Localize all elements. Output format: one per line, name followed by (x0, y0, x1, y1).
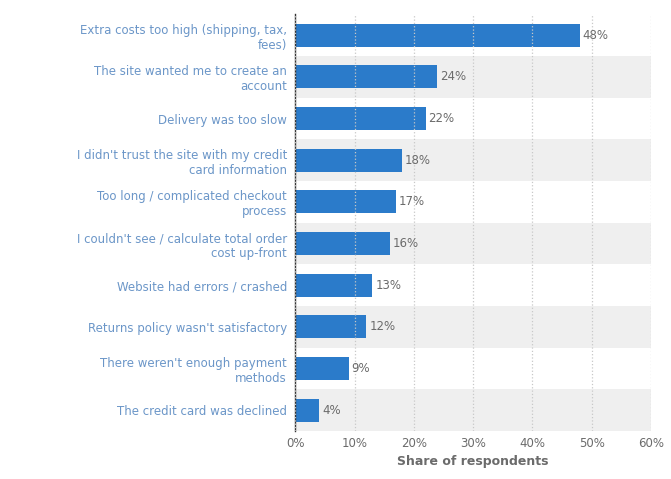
Bar (295, 149, 402, 171)
Bar (295, 181, 651, 223)
Bar (295, 399, 319, 422)
Bar (295, 139, 651, 181)
Bar (295, 56, 651, 98)
Bar (295, 66, 437, 88)
Bar (295, 316, 366, 338)
Bar (295, 348, 651, 389)
Bar (295, 191, 396, 213)
Bar (295, 24, 580, 46)
Text: 4%: 4% (322, 404, 341, 417)
Text: 12%: 12% (369, 320, 395, 333)
Text: 18%: 18% (405, 154, 431, 167)
Bar (295, 274, 372, 297)
Text: 9%: 9% (352, 362, 370, 375)
Bar (295, 14, 651, 56)
Bar (295, 264, 651, 306)
Bar (295, 98, 651, 139)
Text: 48%: 48% (582, 29, 609, 42)
Bar (295, 232, 390, 255)
Text: 16%: 16% (393, 237, 419, 250)
Text: 13%: 13% (375, 279, 401, 292)
Bar (295, 389, 651, 431)
Bar (295, 306, 651, 348)
Text: 17%: 17% (399, 195, 425, 208)
Text: 22%: 22% (429, 112, 455, 125)
X-axis label: Share of respondents: Share of respondents (397, 455, 549, 468)
Text: 24%: 24% (440, 70, 466, 83)
Bar (295, 357, 349, 380)
Bar (295, 223, 651, 264)
Bar (295, 107, 425, 130)
